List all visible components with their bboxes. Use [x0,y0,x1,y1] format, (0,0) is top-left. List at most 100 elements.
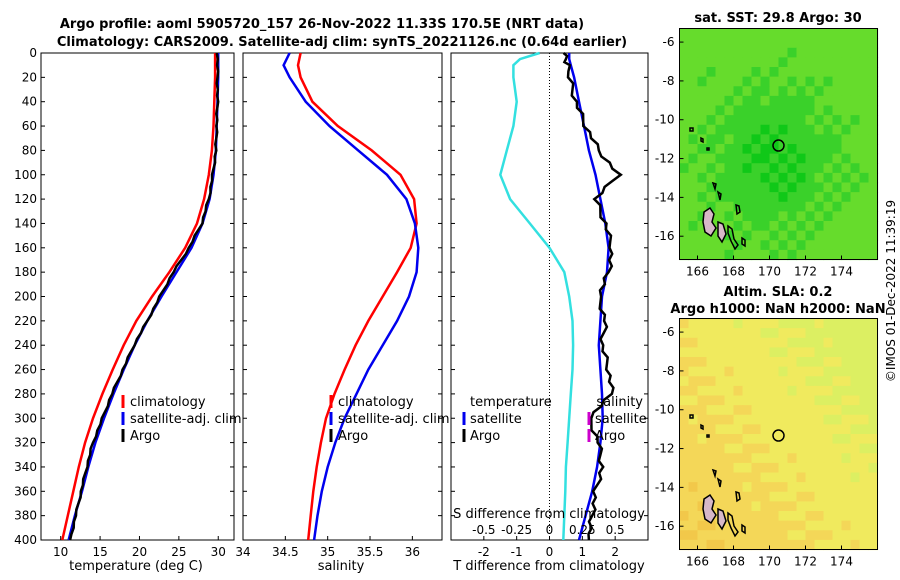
lon-tick-label: 166 [686,265,709,279]
heatmap-cell [778,47,789,58]
heatmap-cell [688,530,699,541]
heatmap-cell [868,357,879,368]
heatmap-cell [823,318,834,329]
legend-salinity-title: salinity [596,395,643,410]
heatmap-cell [805,144,816,155]
sst-map-frame [679,28,878,260]
heatmap-cell [814,182,825,193]
heatmap-cell [760,230,771,241]
heatmap-cell [823,405,834,416]
heatmap-cell [850,76,861,87]
heatmap-cell [868,395,879,406]
heatmap-cell [859,414,870,425]
heatmap-cell [688,482,699,493]
depth-tick-label: 200 [14,290,37,304]
heatmap-cell [733,520,744,531]
sla-map-frame [679,318,878,550]
heatmap-cell [679,86,690,97]
heatmap-cell [688,192,699,203]
lon-tick-label: 174 [830,265,853,279]
heatmap-cell [796,453,807,464]
heatmap-cell [724,86,735,97]
heatmap-cell [841,249,852,261]
heatmap-cell [823,501,834,512]
heatmap-cell [778,376,789,387]
heatmap-cell [742,462,753,474]
heatmap-cell [715,249,726,261]
heatmap-cell [742,328,753,339]
heatmap-cell [859,530,870,541]
heatmap-cell [814,511,825,522]
heatmap-cell [688,221,699,232]
heatmap-cell [742,482,753,493]
heatmap-cell [760,482,771,493]
depth-tick-label: 60 [22,119,37,133]
heatmap-cell [760,134,771,145]
heatmap-cell [724,95,735,107]
heatmap-cell [868,124,879,135]
heatmap-cell [814,347,825,358]
sst-lon-ticks: 166 168 170 172 174 [686,255,853,279]
heatmap-cell [850,163,861,174]
heatmap-cell [796,240,807,251]
heatmap-cell [742,511,753,522]
heatmap-cell [814,539,825,551]
heatmap-cell [787,318,798,329]
heatmap-cell [778,124,789,135]
heatmap-cell [823,376,834,387]
heatmap-cell [697,201,708,212]
difference-legend: temperature satellite Argo salinity sate… [462,395,647,444]
heatmap-cell [751,414,762,425]
heatmap-cell [751,67,762,78]
heatmap-cell [814,443,825,454]
heatmap-cell [859,57,870,68]
heatmap-cell [859,337,870,348]
heatmap-cell [715,501,726,512]
salinity-legend: climatology satellite-adj. clim Argo [329,395,450,444]
heatmap-cell [814,105,825,116]
heatmap-cell [805,347,816,358]
heatmap-cell [760,501,771,512]
lon-tick-label: 168 [722,265,745,279]
heatmap-cell [832,530,843,541]
heatmap-cell [715,347,726,358]
heatmap-cell [706,453,717,464]
heatmap-cell [832,211,843,222]
heatmap-cell [679,134,690,145]
heatmap-cell [688,38,699,49]
heatmap-cell [724,76,735,87]
heatmap-cell [715,318,726,329]
heatmap-cell [850,38,861,49]
heatmap-cell [760,28,771,39]
heatmap-cell [832,57,843,68]
heatmap-cell [769,182,780,193]
heatmap-cell [733,337,744,348]
heatmap-cell [697,434,708,445]
heatmap-cell [697,211,708,222]
heatmap-cell [706,347,717,358]
difference-panel: -2 -1 0 1 2 S difference from climatology -0… [450,51,649,574]
heatmap-cell [796,201,807,212]
heatmap-cell [814,134,825,145]
heatmap-cell [697,47,708,58]
salinity-series [282,52,420,541]
heatmap-cell [796,182,807,193]
heatmap-cell [823,520,834,531]
x-tick-label: -1 [511,545,523,559]
heatmap-cell [868,57,879,68]
heatmap-cell [742,105,753,116]
heatmap-cell [688,163,699,174]
heatmap-cell [733,328,744,339]
heatmap-cell [796,211,807,222]
heatmap-cell [850,192,861,203]
heatmap-cell [679,240,690,251]
heatmap-cell [742,414,753,425]
heatmap-cell [679,520,690,531]
heatmap-cell [688,434,699,445]
heatmap-cell [859,211,870,222]
heatmap-cell [679,38,690,49]
heatmap-cell [742,182,753,193]
temperature-xlabel: temperature (deg C) [69,559,203,574]
heatmap-cell [823,28,834,39]
heatmap-cell [706,472,717,483]
